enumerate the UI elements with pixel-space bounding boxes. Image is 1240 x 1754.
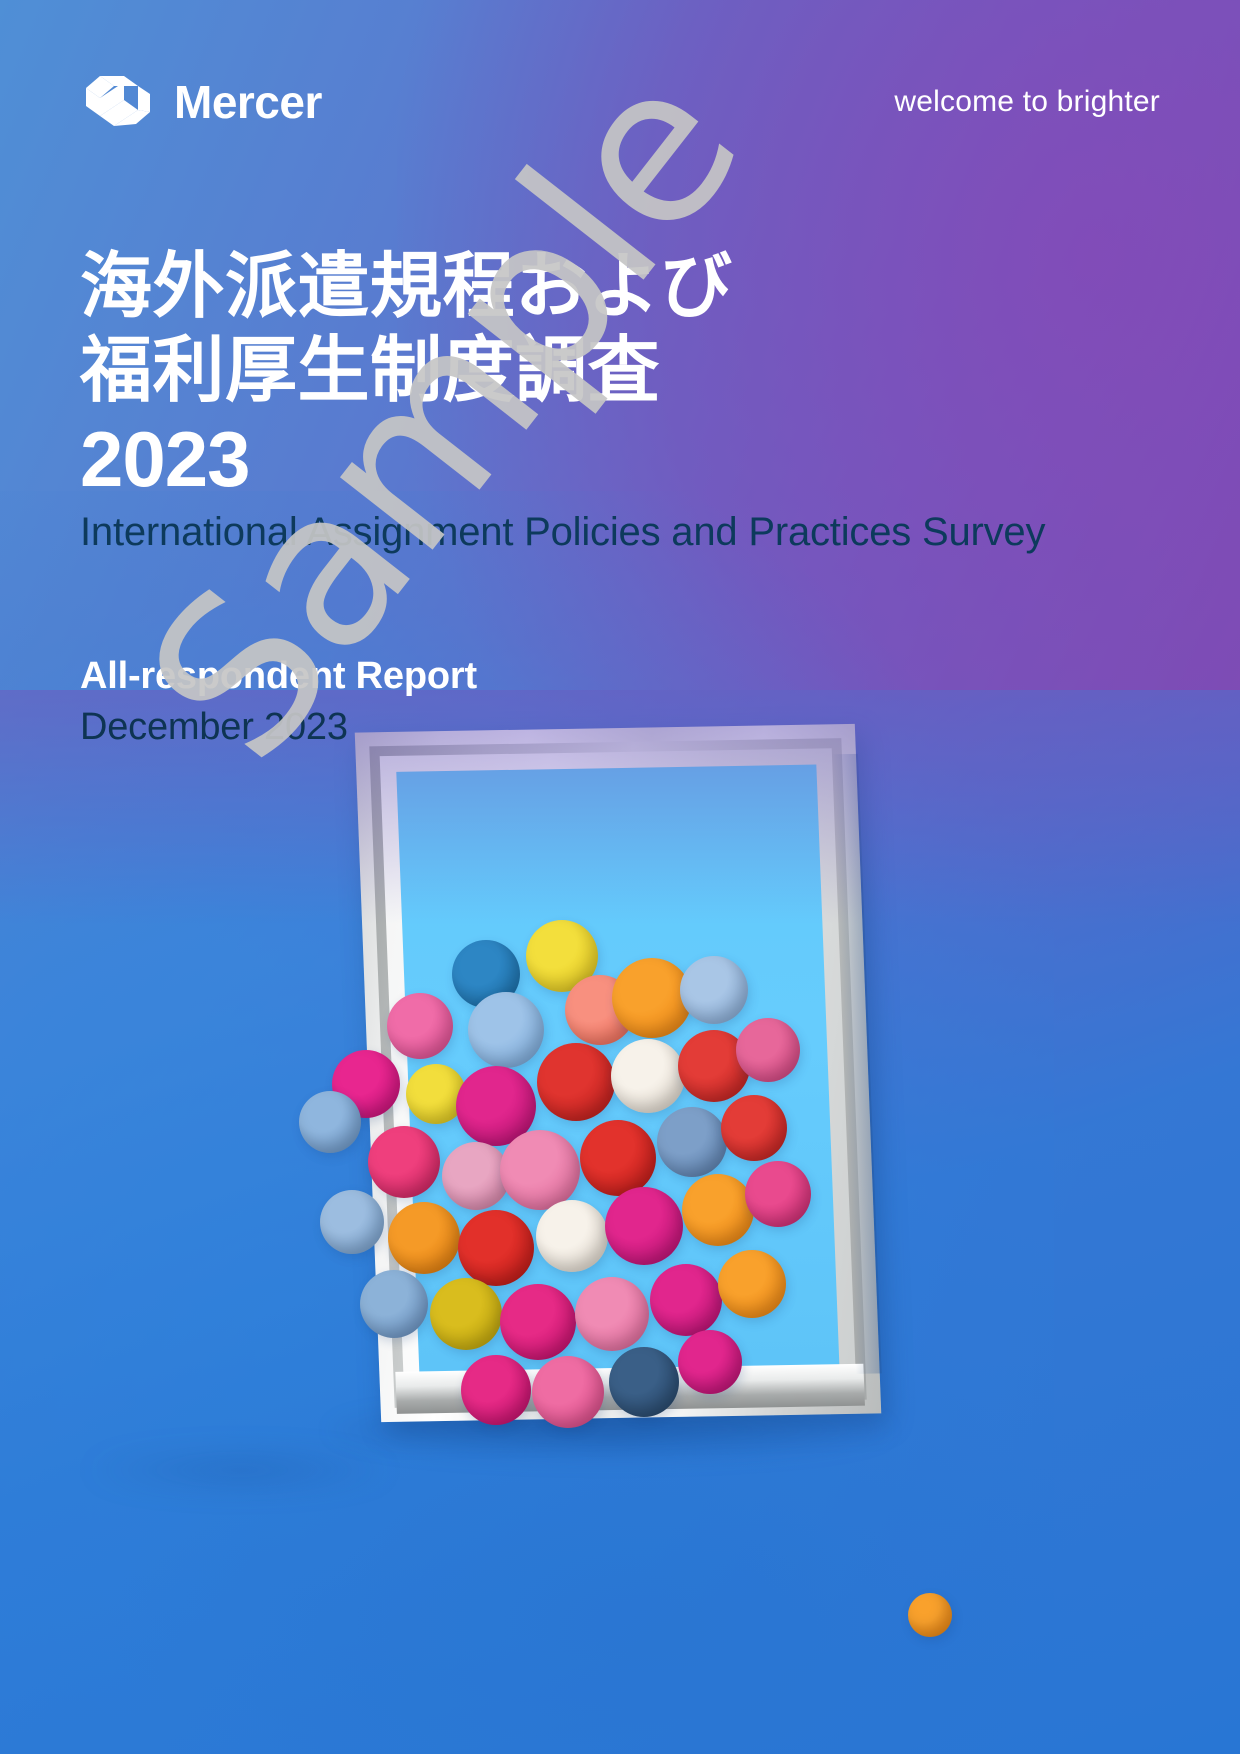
ball: [736, 1018, 800, 1082]
ball: [430, 1278, 502, 1350]
ball: [320, 1190, 384, 1254]
mercer-logo: Mercer: [80, 72, 322, 133]
title-japanese-line-2: 福利厚生制度調査: [80, 327, 661, 412]
brand-tagline: welcome to brighter: [894, 85, 1160, 118]
report-date: December 2023: [80, 706, 348, 748]
mercer-chevron-mark-icon: [80, 72, 156, 133]
ball: [657, 1107, 727, 1177]
ball: [536, 1200, 608, 1272]
ball: [532, 1356, 604, 1428]
ball: [580, 1120, 656, 1196]
ball: [500, 1284, 576, 1360]
report-meta: All-respondent Report December 2023: [80, 655, 980, 749]
ball: [575, 1277, 649, 1351]
ball: [611, 1039, 685, 1113]
ball: [388, 1202, 460, 1274]
title-japanese-line-1: 海外派遣規程および: [80, 244, 733, 328]
ball: [678, 1330, 742, 1394]
cover-artwork: [0, 690, 1240, 1754]
ball: [461, 1355, 531, 1425]
title-year: 2023: [80, 415, 251, 504]
ball: [745, 1161, 811, 1227]
ball: [360, 1270, 428, 1338]
ball: [682, 1174, 754, 1246]
ball: [680, 956, 748, 1024]
ball: [537, 1043, 615, 1121]
ball: [650, 1264, 722, 1336]
mercer-wordmark: Mercer: [174, 76, 322, 128]
ball: [458, 1210, 534, 1286]
ball: [721, 1095, 787, 1161]
ball: [299, 1091, 361, 1153]
ball-cluster: [299, 870, 860, 1510]
report-name: All-respondent Report: [80, 655, 477, 697]
floating-ball: [908, 1593, 952, 1637]
cover-header: Mercer welcome to brighter: [80, 72, 1160, 132]
ball: [387, 993, 453, 1059]
ball: [368, 1126, 440, 1198]
ball: [718, 1250, 786, 1318]
ball: [609, 1347, 679, 1417]
subtitle-english: International Assignment Policies and Pr…: [80, 510, 1046, 555]
ball: [468, 992, 544, 1068]
ball: [500, 1130, 580, 1210]
ball: [605, 1187, 683, 1265]
title-block: 海外派遣規程および 福利厚生制度調査 2023 International As…: [80, 244, 1080, 556]
